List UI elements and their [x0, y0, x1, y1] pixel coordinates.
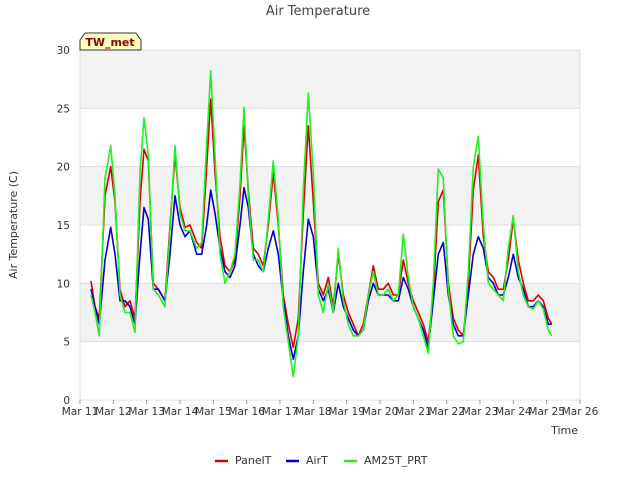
legend-label: PanelT — [235, 454, 272, 467]
plot-area-border — [79, 49, 581, 401]
background-band — [80, 166, 580, 225]
x-tick-label: Mar 24 — [495, 406, 532, 418]
badge-box — [79, 32, 142, 51]
x-tick-label: Mar 23 — [462, 406, 499, 418]
y-tick-label: 25 — [57, 103, 70, 115]
x-tick-label: Mar 22 — [428, 406, 465, 418]
x-tick-label: Mar 19 — [328, 406, 365, 418]
x-tick-label: Mar 12 — [95, 406, 132, 418]
legend-label: AM25T_PRT — [364, 454, 428, 467]
background-band — [80, 50, 580, 109]
station-badge: TW_met — [79, 32, 142, 51]
x-tick-label: Mar 16 — [228, 406, 265, 418]
x-axis-label: Time — [550, 424, 578, 437]
y-tick-label: 10 — [57, 278, 70, 290]
x-tick-label: Mar 14 — [162, 406, 199, 418]
legend-label: AirT — [306, 454, 328, 467]
x-tick-label: Mar 15 — [195, 406, 232, 418]
chart-title: Air Temperature — [266, 4, 370, 19]
y-tick-label: 5 — [63, 337, 70, 349]
x-tick-label: Mar 17 — [262, 406, 299, 418]
x-tick-label: Mar 20 — [362, 406, 399, 418]
x-tick-label: Mar 21 — [395, 406, 432, 418]
y-axis-ticks: 0 5 10 15 20 25 30 — [57, 45, 70, 407]
y-tick-label: 15 — [57, 220, 70, 232]
legend: PanelT AirT AM25T_PRT — [215, 454, 428, 467]
y-axis-label: Air Temperature (C) — [7, 171, 20, 279]
y-tick-label: 30 — [57, 45, 70, 57]
x-tick-label: Mar 18 — [295, 406, 332, 418]
x-tick-label: Mar 26 — [562, 406, 599, 418]
badge-text: TW_met — [85, 36, 134, 49]
y-tick-label: 0 — [63, 395, 70, 407]
x-tick-label: Mar 11 — [62, 406, 99, 418]
y-tick-label: 20 — [57, 162, 70, 174]
series-lines — [90, 70, 553, 378]
series-line-am25t_prt — [90, 70, 553, 378]
x-tick-label: Mar 13 — [128, 406, 165, 418]
x-tick-label: Mar 25 — [528, 406, 565, 418]
